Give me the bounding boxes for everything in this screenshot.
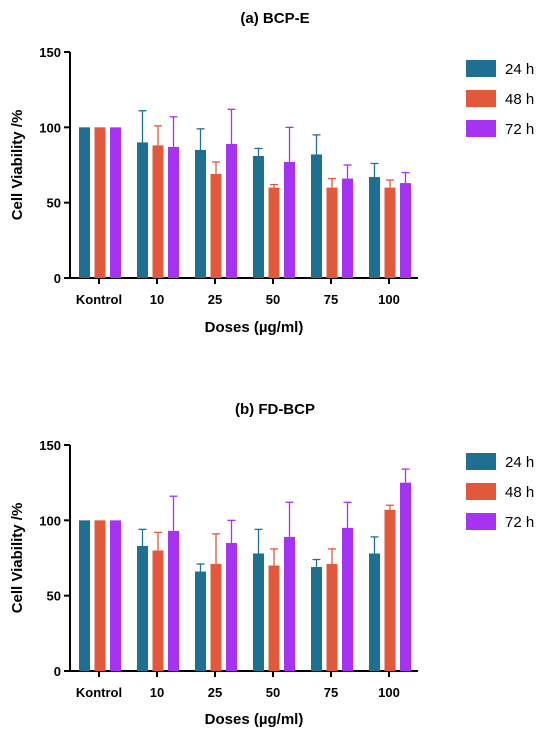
bar-24h-75 <box>311 154 322 278</box>
bar-24h-kontrol <box>79 127 90 278</box>
bar-24h-25 <box>195 571 206 671</box>
bar-72h-50 <box>284 536 295 671</box>
x-tick-label: 50 <box>266 292 280 307</box>
legend-label: 72 h <box>505 121 534 138</box>
legend-swatch <box>466 453 496 470</box>
bar-48h-75 <box>326 564 338 671</box>
bar-72h-100 <box>400 183 411 278</box>
y-axis-label: Cell Viability /% <box>9 503 26 614</box>
bar-24h-100 <box>369 177 380 278</box>
bar-72h-kontrol <box>110 520 121 671</box>
legend-label: 24 h <box>505 61 534 78</box>
x-axis-label: Doses (µg/ml) <box>205 319 304 336</box>
bar-48h-kontrol <box>94 520 106 671</box>
legend-swatch <box>466 513 496 530</box>
bar-72h-25 <box>226 542 237 671</box>
x-tick-label: 10 <box>150 292 164 307</box>
bar-72h-75 <box>342 178 353 278</box>
x-tick-label: 100 <box>378 292 400 307</box>
x-tick-label: Kontrol <box>76 292 122 307</box>
legend-swatch <box>466 60 496 77</box>
legend-swatch <box>466 90 496 107</box>
legend-label: 48 h <box>505 91 534 108</box>
bar-24h-50 <box>253 155 264 278</box>
x-tick-label: 75 <box>324 292 338 307</box>
bar-24h-10 <box>137 545 148 671</box>
x-tick-label: 50 <box>266 685 280 700</box>
bar-48h-100 <box>384 509 396 671</box>
bar-48h-75 <box>326 187 338 278</box>
chart-title: (a) BCP-E <box>240 10 309 27</box>
legend-label: 48 h <box>505 484 534 501</box>
bar-48h-25 <box>210 174 222 278</box>
bar-24h-75 <box>311 567 322 671</box>
bar-72h-10 <box>168 146 179 278</box>
bar-48h-50 <box>268 187 280 278</box>
y-tick-label: 50 <box>47 196 61 211</box>
bar-48h-100 <box>384 187 396 278</box>
y-tick-label: 0 <box>54 664 61 679</box>
bar-72h-kontrol <box>110 127 121 278</box>
bar-24h-25 <box>195 149 206 278</box>
y-axis-label: Cell Viability /% <box>9 110 26 221</box>
x-tick-label: 100 <box>378 685 400 700</box>
bar-48h-25 <box>210 564 222 671</box>
x-axis-label: Doses (µg/ml) <box>205 711 304 728</box>
bar-48h-50 <box>268 565 280 671</box>
bar-48h-kontrol <box>94 127 106 278</box>
y-tick-label: 100 <box>39 513 61 528</box>
bar-24h-10 <box>137 142 148 278</box>
x-tick-label: 10 <box>150 685 164 700</box>
bar-48h-10 <box>152 550 164 671</box>
bar-24h-kontrol <box>79 520 90 671</box>
bar-72h-75 <box>342 527 353 671</box>
bar-72h-50 <box>284 161 295 278</box>
y-tick-label: 150 <box>39 45 61 60</box>
y-tick-label: 150 <box>39 438 61 453</box>
y-tick-label: 100 <box>39 120 61 135</box>
legend-swatch <box>466 483 496 500</box>
chart-panel-1: (a) BCP-E Cell Viability /% 0 50 100 150 Kontr… <box>9 10 534 336</box>
chart-panel-2: (b) FD-BCP Cell Viability /% 0 50 100 150 Kont… <box>9 401 534 728</box>
bar-72h-25 <box>226 143 237 278</box>
legend-label: 72 h <box>505 514 534 531</box>
bar-72h-100 <box>400 482 411 671</box>
x-tick-label: 25 <box>208 292 222 307</box>
bar-48h-10 <box>152 145 164 278</box>
legend-swatch <box>466 120 496 137</box>
bar-72h-10 <box>168 530 179 671</box>
x-tick-label: Kontrol <box>76 685 122 700</box>
x-tick-label: 75 <box>324 685 338 700</box>
bar-24h-50 <box>253 553 264 671</box>
bar-24h-100 <box>369 553 380 671</box>
y-tick-label: 50 <box>47 589 61 604</box>
legend-label: 24 h <box>505 454 534 471</box>
y-tick-label: 0 <box>54 271 61 286</box>
chart-title: (b) FD-BCP <box>235 401 315 418</box>
x-tick-label: 25 <box>208 685 222 700</box>
